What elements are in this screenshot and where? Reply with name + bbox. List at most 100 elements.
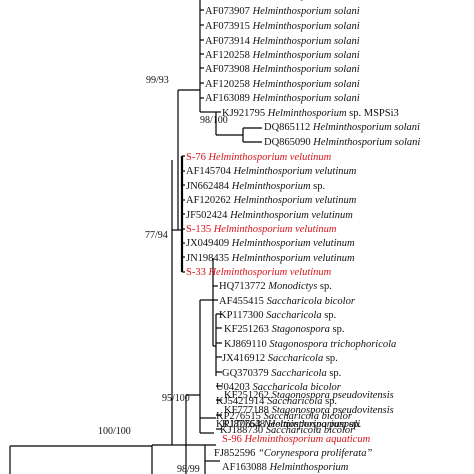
leaf-labels: AF073905 Helminthosporium solani AF073907… [186, 0, 420, 473]
leaf-taxon: Saccharicola [267, 396, 322, 407]
leaf-accession: JX049409 [186, 238, 232, 249]
leaf-taxon: Helminthosporium velutinum [233, 166, 357, 177]
leaf-label: KF251262 Stagonospora pseudovitensis [224, 390, 394, 401]
leaf-taxon: Helminthosporium aquaticum [243, 434, 370, 445]
leaf-taxon: Saccharicola [268, 353, 323, 364]
leaf-accession: AF073915 [205, 21, 253, 32]
leaf-taxon: Helminthosporium solani [312, 122, 420, 133]
leaf-accession: JN198435 [186, 253, 232, 264]
leaf-qualifier: sp. [347, 419, 362, 430]
leaf-taxon: Stagonospora [272, 324, 330, 335]
leaf-label: S-96 Helminthosporium aquaticum [222, 434, 371, 445]
leaf-accession: KJ188730 [220, 425, 266, 436]
leaf-taxon: Saccharicola [266, 310, 321, 321]
leaf-taxon: Helminthosporium velutinum [213, 224, 337, 235]
support-label-node-f: 98/99 [177, 464, 200, 474]
leaf-taxon: Helminthosporium [231, 181, 311, 192]
leaf-accession: JX416912 [222, 353, 268, 364]
leaf-label: AF163088 Helminthosporium [222, 462, 349, 473]
leaf-accession: DQ865090 [264, 137, 313, 148]
leaf-qualifier: sp. [323, 353, 338, 364]
leaf-taxon: Helminthosporium solani [252, 36, 360, 47]
leaf-label: KJ869110 Stagonospora trichophoricola [224, 339, 396, 350]
leaf-accession: AF163089 [205, 93, 253, 104]
leaf-taxon: Helminthosporium velutinum [229, 210, 353, 221]
leaf-accession: KJ869110 [224, 339, 269, 350]
leaf-label: KJ5421914 Saccharicola sp. [216, 396, 337, 407]
leaf-accession: FJ852596 [214, 448, 258, 459]
leaf-label: GQ370379 Saccharicola sp. [222, 368, 341, 379]
leaf-taxon: Helminthosporium velutinum [207, 267, 331, 278]
leaf-accession: S-76 [186, 152, 208, 163]
leaf-taxon: Stagonospora pseudovitensis [272, 405, 394, 416]
leaf-accession: KP117300 [219, 310, 266, 321]
leaf-label: JN198435 Helminthosporium velutinum [186, 253, 355, 264]
leaf-accession: U04203 [216, 382, 252, 393]
leaf-label: KJ877648 Helminthosporium sp. [222, 419, 361, 430]
support-label-node-c: 77/94 [145, 230, 168, 241]
leaf-accession: HQ713772 [219, 281, 268, 292]
leaf-taxon: Saccharicola bicolor [267, 296, 356, 307]
leaf-accession: KF777188 [224, 405, 272, 416]
leaf-taxon: Monodictys [267, 281, 317, 292]
leaf-accession: AF120262 [186, 195, 234, 206]
leaf-accession: S-96 [222, 434, 244, 445]
leaf-label: KP170653 Neottiosporina paspali [216, 419, 360, 430]
leaf-label: KF251263 Stagonospora sp. [224, 324, 345, 335]
leaf-label: AF163089 Helminthosporium solani [205, 93, 360, 104]
leaf-label: AF455415 Saccharicola bicolor [219, 296, 356, 307]
leaf-label: AF120258 Helminthosporium solani [205, 50, 360, 61]
leaf-label: S-135 Helminthosporium velutinum [186, 224, 337, 235]
leaf-accession: DQ865112 [264, 122, 313, 133]
leaf-label: AF073914 Helminthosporium solani [205, 36, 360, 47]
leaf-accession: S-33 [186, 267, 208, 278]
leaf-label: DQ865090 Helminthosporium solani [264, 137, 420, 148]
leaf-label: AF073908 Helminthosporium solani [205, 64, 360, 75]
leaf-taxon: Neottiosporina paspali [263, 419, 361, 430]
leaf-taxon: Helminthosporium solani [252, 50, 360, 61]
leaf-taxon: Helminthosporium [267, 108, 347, 119]
leaf-taxon: Helminthosporium solani [252, 0, 360, 1]
leaf-accession: KP276515 [216, 411, 264, 422]
leaf-accession: JF502424 [186, 210, 230, 221]
leaf-qualifier: sp. [322, 310, 337, 321]
leaf-label: AF073915 Helminthosporium solani [205, 21, 360, 32]
leaf-qualifier: sp. [330, 324, 345, 335]
leaf-taxon: Saccharicola bicolor [266, 425, 355, 436]
leaf-label: AF073905 Helminthosporium solani [205, 0, 360, 1]
leaf-label: JN662484 Helminthosporium sp. [186, 181, 325, 192]
leaf-accession: S-135 [186, 224, 214, 235]
leaf-accession: KJ877648 [222, 419, 268, 430]
leaf-label: JF502424 Helminthosporium velutinum [186, 210, 353, 221]
leaf-accession: AF073907 [205, 6, 253, 17]
leaf-taxon: Helminthosporium solani [312, 137, 420, 148]
leaf-label: HQ713772 Monodictys sp. [219, 281, 332, 292]
leaf-label: KJ188730 Saccharicola bicolor [220, 425, 355, 436]
leaf-accession: AF163088 [222, 462, 270, 473]
support-label-node-a: 99/93 [146, 75, 169, 86]
leaf-taxon: Helminthosporium velutinum [233, 195, 357, 206]
leaf-label: U04203 Saccharicola bicolor [216, 382, 342, 393]
leaf-taxon: “Corynespora proliferata” [258, 448, 372, 459]
leaf-accession: AF455415 [219, 296, 267, 307]
leaf-taxon: Helminthosporium solani [252, 6, 360, 17]
leaf-taxon: Helminthosporium solani [252, 64, 360, 75]
leaf-taxon: Stagonospora trichophoricola [269, 339, 396, 350]
leaf-qualifier: sp. [322, 396, 337, 407]
leaf-qualifier: sp. [317, 281, 332, 292]
leaf-taxon: Helminthosporium solani [252, 93, 360, 104]
leaf-accession: JN662484 [186, 181, 232, 192]
leaf-label: AF120262 Helminthosporium velutinum [186, 195, 357, 206]
leaf-label: DQ865112 Helminthosporium solani [264, 122, 420, 133]
support-label-node-b: 98/100 [200, 115, 228, 126]
leaf-label: JX049409 Helminthosporium velutinum [186, 238, 355, 249]
leaf-label: KP276515 Saccharicola bicolor [216, 411, 353, 422]
support-values: 99/93 98/100 77/94 95/100 100/100 98/99 [98, 75, 228, 474]
leaf-accession: AF073914 [205, 36, 253, 47]
leaf-accession: AF073908 [205, 64, 253, 75]
leaf-qualifier: sp. MSPSi3 [347, 108, 399, 119]
leaf-qualifier: sp. [311, 181, 326, 192]
leaf-taxon: Saccharicola [271, 368, 326, 379]
leaf-label: AF145704 Helminthosporium velutinum [186, 166, 357, 177]
